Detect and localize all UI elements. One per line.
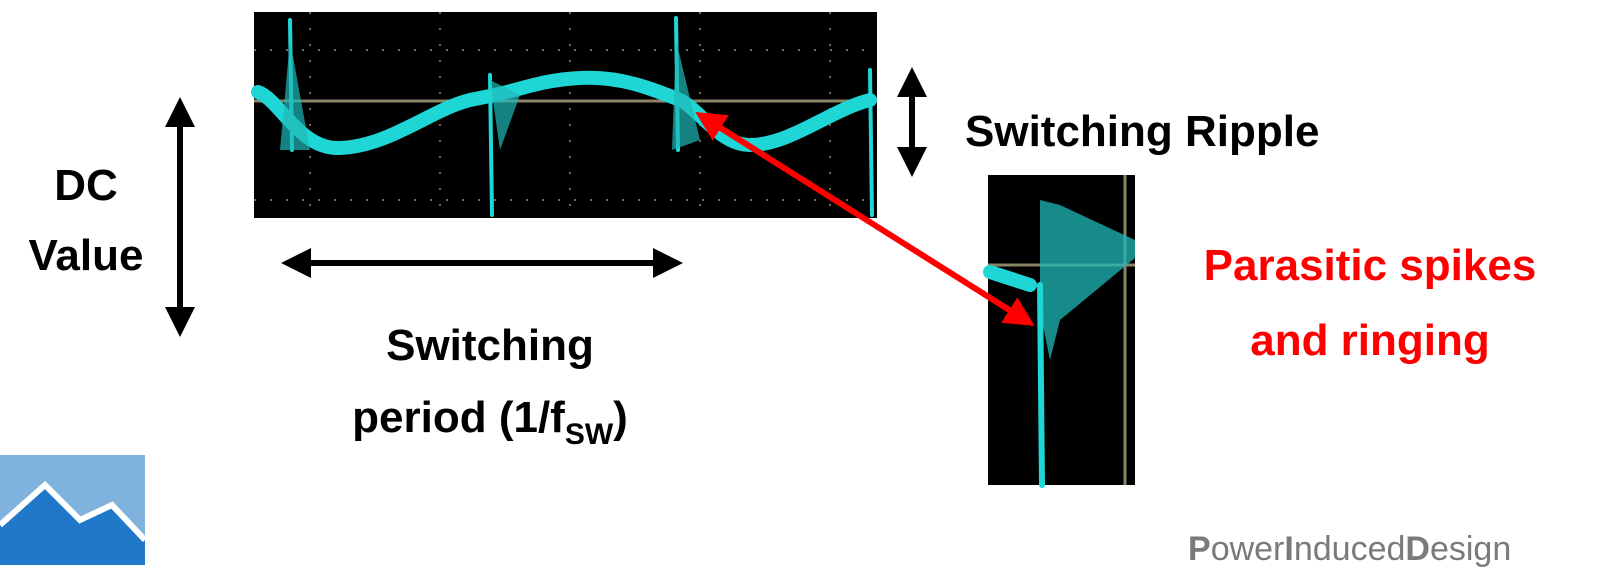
dc-label: DC (54, 161, 118, 210)
logo-part: nduced (1294, 530, 1406, 568)
dc-label: Value (29, 231, 144, 280)
scope-main (254, 12, 877, 218)
logo-part: D (1405, 530, 1430, 568)
period-label: period (1/fSW) (352, 393, 628, 451)
logo-part: I (1284, 530, 1293, 568)
scope-zoom (988, 175, 1135, 485)
logo-text: PowerInducedDesign (1188, 530, 1511, 568)
logo-part: ower (1211, 530, 1285, 568)
logo-part: esign (1430, 530, 1511, 568)
diagram: DC Value Switching Ripple Switching peri… (0, 0, 1614, 579)
logo-part: P (1188, 530, 1211, 568)
period-label: Switching (386, 321, 594, 370)
parasitic-label: and ringing (1250, 316, 1490, 365)
period-subscript: SW (565, 418, 614, 451)
ripple-label: Switching Ripple (965, 107, 1319, 156)
period-text: period (1/f (352, 393, 565, 442)
period-close: ) (613, 393, 628, 442)
logo: PowerInducedDesign (0, 455, 1511, 568)
parasitic-label: Parasitic spikes (1204, 241, 1537, 290)
